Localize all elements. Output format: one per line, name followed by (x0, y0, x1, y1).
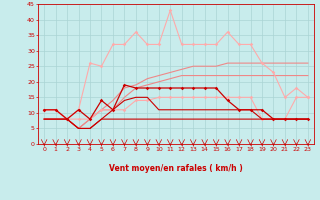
X-axis label: Vent moyen/en rafales ( km/h ): Vent moyen/en rafales ( km/h ) (109, 164, 243, 173)
